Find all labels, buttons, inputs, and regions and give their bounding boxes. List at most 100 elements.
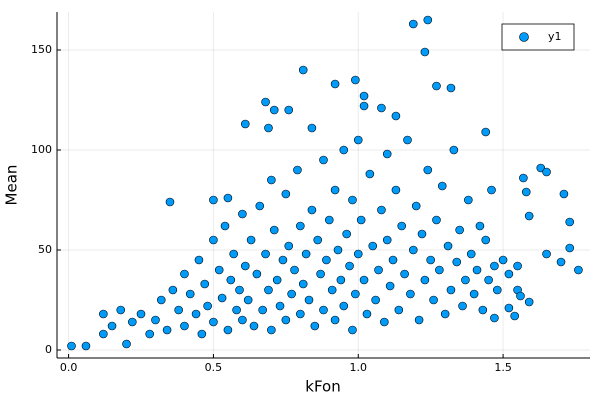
point	[377, 205, 386, 215]
point	[475, 221, 485, 231]
point	[339, 301, 349, 311]
point	[565, 243, 575, 253]
point	[336, 275, 346, 285]
point	[278, 255, 288, 265]
point	[293, 165, 302, 175]
point	[437, 181, 447, 191]
point	[197, 329, 207, 339]
point	[377, 103, 386, 113]
point	[368, 241, 378, 251]
point	[420, 275, 430, 285]
point	[365, 169, 375, 179]
point	[269, 105, 279, 115]
point	[417, 229, 427, 239]
point	[469, 289, 479, 299]
point	[385, 281, 395, 291]
point	[261, 249, 270, 259]
point	[333, 245, 343, 255]
point	[107, 321, 117, 331]
point	[174, 305, 183, 315]
point	[408, 19, 418, 29]
point	[487, 185, 496, 195]
point	[345, 261, 354, 271]
point	[504, 269, 514, 279]
point	[194, 255, 204, 265]
point	[275, 301, 285, 311]
point	[411, 201, 421, 211]
point	[99, 309, 108, 319]
point	[269, 225, 279, 235]
point	[99, 329, 108, 339]
point	[209, 195, 218, 205]
point	[519, 173, 528, 183]
point	[220, 221, 230, 231]
point	[574, 265, 583, 275]
point	[382, 149, 392, 159]
point	[391, 185, 401, 195]
point	[136, 309, 146, 319]
point	[484, 275, 493, 285]
legend-box	[501, 23, 575, 51]
point	[235, 285, 244, 295]
point	[493, 285, 502, 295]
point	[440, 309, 450, 319]
point	[481, 235, 491, 245]
point	[180, 269, 189, 279]
point	[432, 215, 441, 225]
y-axis-title: Mean	[3, 165, 21, 206]
point	[240, 261, 250, 271]
point	[319, 155, 328, 165]
point	[426, 255, 435, 265]
point	[281, 189, 291, 199]
y-tick-label: 100	[31, 143, 52, 156]
point	[209, 235, 218, 245]
x-axis-title: kFon	[305, 378, 340, 396]
point	[452, 257, 462, 267]
point	[339, 145, 349, 155]
point	[313, 235, 323, 245]
point	[116, 305, 126, 315]
point	[310, 321, 320, 331]
point	[304, 295, 314, 305]
point	[400, 269, 409, 279]
point	[81, 341, 91, 351]
point	[504, 303, 514, 313]
point	[449, 145, 459, 155]
point	[307, 205, 317, 215]
point	[446, 285, 456, 295]
point	[255, 201, 265, 211]
point	[432, 81, 441, 91]
point	[429, 295, 438, 305]
point	[240, 119, 250, 129]
point	[267, 175, 276, 185]
point	[330, 79, 340, 89]
point	[351, 289, 360, 299]
point	[322, 255, 331, 265]
point	[490, 313, 499, 323]
point	[261, 97, 270, 107]
point	[521, 187, 531, 197]
point	[510, 311, 519, 321]
point	[342, 229, 351, 239]
point	[296, 309, 305, 319]
point	[359, 101, 369, 111]
point	[478, 305, 488, 315]
point	[443, 241, 453, 251]
point	[165, 197, 175, 207]
point	[284, 105, 294, 115]
legend-marker	[519, 32, 529, 42]
point	[466, 249, 476, 259]
y-tick-label: 150	[31, 43, 52, 56]
point	[374, 265, 383, 275]
point	[307, 123, 317, 133]
point	[128, 317, 137, 327]
point	[229, 249, 239, 259]
point	[185, 289, 195, 299]
point	[301, 249, 311, 259]
point	[565, 217, 575, 227]
point	[391, 111, 401, 121]
point	[330, 315, 340, 325]
point	[298, 279, 308, 289]
point	[252, 269, 262, 279]
point	[423, 165, 433, 175]
